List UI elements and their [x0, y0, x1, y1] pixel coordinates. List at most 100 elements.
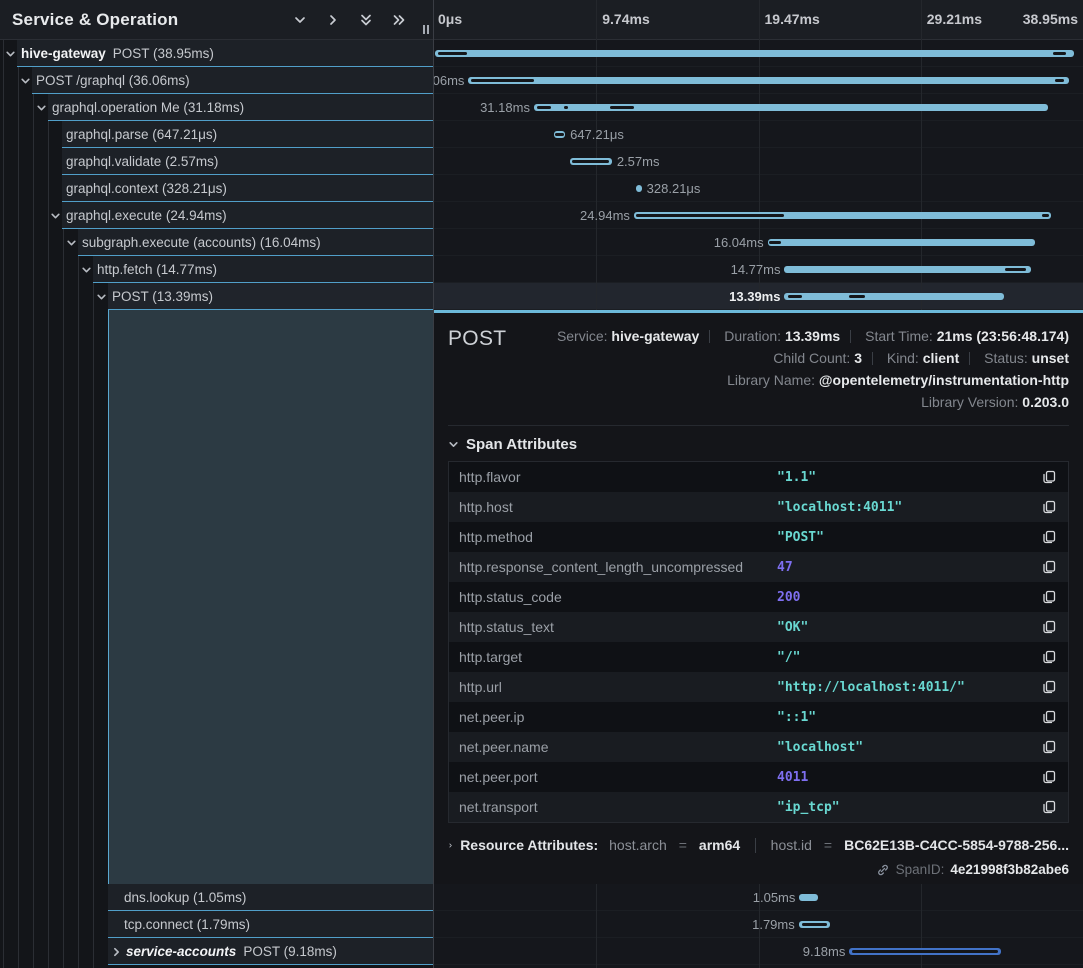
attribute-row: http.method"POST": [449, 522, 1068, 552]
chevron-down-icon[interactable]: [5, 48, 16, 59]
copy-icon[interactable]: [1040, 528, 1058, 546]
span-row-dns-lookup[interactable]: dns.lookup (1.05ms): [0, 884, 433, 911]
duration-label: 36.06ms: [434, 67, 464, 94]
double-chevron-right-icon[interactable]: [391, 12, 407, 28]
span-bar[interactable]: [636, 185, 641, 192]
span-bar-row: 2.57ms: [434, 148, 1083, 175]
chevron-down-icon[interactable]: [81, 264, 92, 275]
span-row-service-accounts-post[interactable]: service-accountsPOST (9.18ms): [0, 938, 433, 965]
span-bar-row: 1.05ms: [434, 884, 1083, 911]
attribute-value: "ip_tcp": [777, 800, 1040, 815]
attribute-value: "::1": [777, 710, 1040, 725]
attribute-key: http.status_code: [459, 589, 777, 605]
chevron-down-icon[interactable]: [96, 291, 107, 302]
attribute-key: net.peer.port: [459, 769, 777, 785]
span-bar-row: 16.04ms: [434, 229, 1083, 256]
span-bar[interactable]: [799, 921, 830, 928]
span-label: graphql.validate (2.57ms): [66, 154, 218, 169]
span-row-graphql-parse[interactable]: graphql.parse (647.21μs): [0, 121, 433, 148]
span-bar[interactable]: [468, 77, 1068, 84]
double-chevron-down-icon[interactable]: [358, 12, 374, 28]
duration-label: 13.39ms: [729, 283, 780, 310]
span-bar[interactable]: [435, 50, 1074, 57]
span-bar[interactable]: [534, 104, 1048, 111]
meta-label: Library Name:: [727, 372, 815, 388]
span-bar[interactable]: [634, 212, 1051, 219]
trace-viewer: Service & Operation hive-gatewayPOST (38…: [0, 0, 1083, 968]
span-row-graphql-validate[interactable]: graphql.validate (2.57ms): [0, 148, 433, 175]
column-divider[interactable]: [433, 0, 434, 968]
span-label: POST (13.39ms): [112, 289, 213, 304]
chevron-down-icon[interactable]: [36, 102, 47, 113]
span-attributes-toggle[interactable]: Span Attributes: [448, 436, 1069, 453]
chevron-down-icon[interactable]: [50, 210, 61, 221]
meta-value: 0.203.0: [1022, 394, 1069, 410]
span-bar-row: 9.18ms: [434, 938, 1083, 965]
duration-label: 647.21μs: [570, 121, 624, 148]
span-row-graphql-execute[interactable]: graphql.execute (24.94ms): [0, 202, 433, 229]
copy-icon[interactable]: [1040, 738, 1058, 756]
attribute-key: http.url: [459, 679, 777, 695]
span-tree-bottom: dns.lookup (1.05ms) tcp.connect (1.79ms)…: [0, 884, 433, 965]
column-resize-handle[interactable]: [423, 25, 429, 34]
resource-value: arm64: [699, 837, 740, 853]
duration-label: 24.94ms: [580, 202, 630, 229]
span-row-http-fetch[interactable]: http.fetch (14.77ms): [0, 256, 433, 283]
span-row-graphql-context[interactable]: graphql.context (328.21μs): [0, 175, 433, 202]
span-id-value: 4e21998f3b82abe6: [950, 862, 1069, 877]
span-row-hive-gateway-post[interactable]: hive-gatewayPOST (38.95ms): [0, 40, 433, 67]
equals-sign: =: [679, 837, 687, 853]
resource-key: host.id: [771, 837, 812, 853]
chevron-right-icon[interactable]: [325, 12, 341, 28]
span-bar[interactable]: [799, 894, 817, 901]
attribute-value: "OK": [777, 620, 1040, 635]
duration-label: 31.18ms: [480, 94, 530, 121]
copy-icon[interactable]: [1040, 618, 1058, 636]
span-row-post-selected[interactable]: POST (13.39ms): [0, 283, 433, 310]
copy-icon[interactable]: [1040, 768, 1058, 786]
span-row-graphql-operation[interactable]: graphql.operation Me (31.18ms): [0, 94, 433, 121]
copy-icon[interactable]: [1040, 588, 1058, 606]
span-bar[interactable]: [570, 158, 612, 165]
span-bar[interactable]: [768, 239, 1035, 246]
span-label: POST /graphql (36.06ms): [36, 73, 190, 88]
attribute-row: net.peer.ip"::1": [449, 702, 1068, 732]
attribute-value: 200: [777, 590, 1040, 605]
attribute-key: http.method: [459, 529, 777, 545]
attribute-key: http.host: [459, 499, 777, 515]
copy-icon[interactable]: [1040, 558, 1058, 576]
chevron-right-icon[interactable]: [111, 946, 122, 957]
span-bar[interactable]: [554, 131, 565, 138]
copy-icon[interactable]: [1040, 708, 1058, 726]
link-icon[interactable]: [876, 863, 890, 877]
span-label: dns.lookup (1.05ms): [124, 890, 246, 905]
attribute-row: http.flavor"1.1": [449, 462, 1068, 492]
attribute-value: "http://localhost:4011/": [777, 680, 1040, 695]
meta-label: Status:: [984, 350, 1028, 366]
span-row-post-graphql[interactable]: POST /graphql (36.06ms): [0, 67, 433, 94]
attribute-key: http.target: [459, 649, 777, 665]
resource-value: BC62E13B-C4CC-5854-9788-256...: [844, 837, 1069, 853]
span-label: POST (38.95ms): [113, 46, 214, 61]
tree-controls: [292, 12, 407, 28]
copy-icon[interactable]: [1040, 468, 1058, 486]
ruler-tick: 38.95ms: [1023, 0, 1078, 39]
attribute-row: net.transport"ip_tcp": [449, 792, 1068, 822]
attribute-value: "localhost:4011": [777, 500, 1040, 515]
span-row-tcp-connect[interactable]: tcp.connect (1.79ms): [0, 911, 433, 938]
span-row-subgraph-execute[interactable]: subgraph.execute (accounts) (16.04ms): [0, 229, 433, 256]
resource-attributes-toggle[interactable]: Resource Attributes: host.arch = arm64 h…: [448, 837, 1069, 853]
copy-icon[interactable]: [1040, 498, 1058, 516]
copy-icon[interactable]: [1040, 648, 1058, 666]
meta-label: Start Time:: [865, 328, 933, 344]
copy-icon[interactable]: [1040, 798, 1058, 816]
span-bar-row: 647.21μs: [434, 121, 1083, 148]
ruler-tick: 29.21ms: [927, 0, 982, 39]
chevron-down-icon[interactable]: [292, 12, 308, 28]
span-bar[interactable]: [784, 266, 1031, 273]
span-bar[interactable]: [849, 948, 1001, 955]
chevron-down-icon[interactable]: [66, 237, 77, 248]
span-bar[interactable]: [784, 293, 1003, 300]
copy-icon[interactable]: [1040, 678, 1058, 696]
chevron-down-icon[interactable]: [20, 75, 31, 86]
